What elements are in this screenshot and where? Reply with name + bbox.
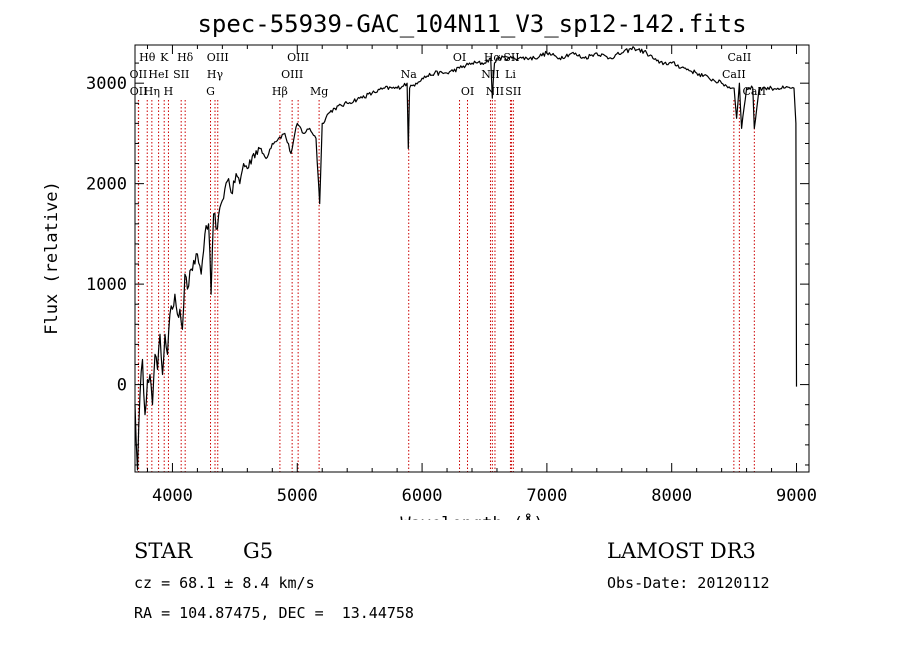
x-tick-label: 8000 bbox=[651, 486, 692, 506]
x-tick-label: 6000 bbox=[402, 486, 443, 506]
line-label: OII bbox=[130, 85, 148, 98]
line-label: OI bbox=[461, 85, 474, 98]
line-label: NII bbox=[486, 85, 504, 98]
y-tick-label: 2000 bbox=[86, 175, 127, 195]
x-tick-label: 7000 bbox=[526, 486, 567, 506]
y-axis: 0 1000 2000 3000 bbox=[86, 62, 809, 466]
line-label: NII bbox=[481, 68, 499, 81]
observation-date: Obs-Date: 20120112 bbox=[607, 574, 770, 592]
line-label: OII bbox=[130, 68, 148, 81]
line-label: Na bbox=[401, 68, 418, 81]
chart-title: spec-55939-GAC_104N11_V3_sp12-142.fits bbox=[197, 10, 746, 38]
x-axis: 4000 5000 6000 7000 8000 9000 bbox=[146, 45, 817, 506]
x-tick-label: 5000 bbox=[277, 486, 318, 506]
line-label: Hη bbox=[144, 85, 160, 98]
y-tick-label: 1000 bbox=[86, 275, 127, 295]
line-label: Mg bbox=[310, 85, 328, 98]
line-label: Hθ bbox=[139, 51, 156, 64]
object-class: STAR bbox=[134, 539, 193, 563]
y-tick-label: 3000 bbox=[86, 74, 127, 94]
y-tick-label: 0 bbox=[117, 376, 127, 396]
object-subclass: G5 bbox=[243, 539, 274, 563]
x-tick-label: 9000 bbox=[776, 486, 817, 506]
line-label: CaII bbox=[728, 51, 752, 64]
line-label: Hβ bbox=[272, 85, 288, 98]
spectrum-plot: spec-55939-GAC_104N11_V3_sp12-142.fits H… bbox=[42, 10, 817, 520]
plot-frame bbox=[134, 44, 810, 473]
spectral-line-markers bbox=[137, 100, 755, 472]
x-tick-label: 4000 bbox=[152, 486, 193, 506]
line-label: Li bbox=[505, 68, 516, 81]
line-label: OI bbox=[453, 51, 466, 64]
line-label: OIII bbox=[281, 68, 303, 81]
flux-series-line bbox=[134, 46, 798, 471]
line-label: Hγ bbox=[207, 68, 224, 81]
line-label: SII bbox=[505, 85, 521, 98]
line-label: HeI bbox=[148, 68, 168, 81]
x-axis-label: Wavelength (Å) bbox=[400, 512, 543, 520]
line-label: H bbox=[164, 85, 174, 98]
line-label: OIII bbox=[287, 51, 309, 64]
line-label: G bbox=[206, 85, 215, 98]
y-axis-label: Flux (relative) bbox=[42, 181, 62, 335]
coordinates: RA = 104.87475, DEC = 13.44758 bbox=[134, 604, 414, 622]
survey-name: LAMOST DR3 bbox=[607, 539, 756, 563]
redshift-value: cz = 68.1 ± 8.4 km/s bbox=[134, 574, 315, 592]
line-label: Hδ bbox=[177, 51, 194, 64]
line-label: SII bbox=[173, 68, 189, 81]
line-label: CaII bbox=[722, 68, 746, 81]
line-label: K bbox=[160, 51, 169, 64]
line-label: OIII bbox=[207, 51, 229, 64]
